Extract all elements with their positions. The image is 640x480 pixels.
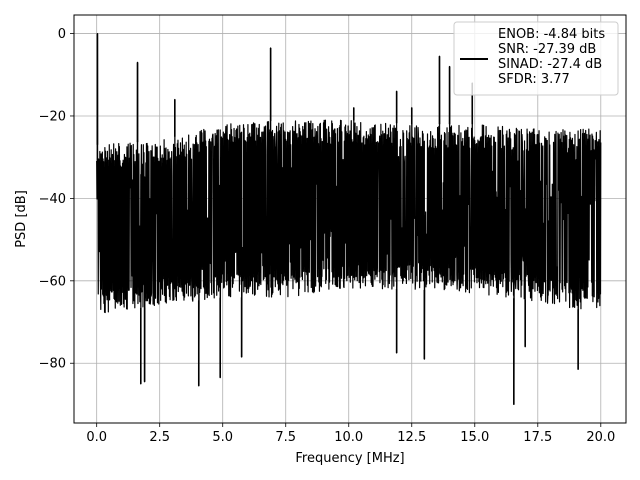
x-tick-label: 12.5 xyxy=(397,430,426,445)
y-tick-label: −80 xyxy=(39,357,66,372)
y-axis-label: PSD [dB] xyxy=(14,190,29,248)
legend-entry-line-4: SFDR: 3.77 xyxy=(498,72,570,87)
legend-entry-line-2: SNR: -27.39 dB xyxy=(498,42,596,57)
x-axis-label: Frequency [MHz] xyxy=(295,451,404,466)
x-tick-label: 17.5 xyxy=(523,430,552,445)
x-tick-label: 10.0 xyxy=(334,430,363,445)
legend-entry-line-3: SINAD: -27.4 dB xyxy=(498,57,602,72)
legend-entry-line-1: ENOB: -4.84 bits xyxy=(498,27,605,42)
y-tick-label: 0 xyxy=(58,27,66,42)
plot-frame xyxy=(73,14,627,424)
x-tick-label: 0.0 xyxy=(86,430,107,445)
y-tick-label: −40 xyxy=(39,192,66,207)
psd-series-line xyxy=(96,32,602,406)
x-tick-label: 20.0 xyxy=(586,430,615,445)
y-tick-label: −60 xyxy=(39,274,66,289)
x-tick-label: 7.5 xyxy=(275,430,296,445)
x-tick-label: 5.0 xyxy=(212,430,233,445)
x-tick-label: 15.0 xyxy=(460,430,489,445)
x-axis: 0.0 2.5 5.0 7.5 10.0 12.5 15.0 17.5 20.0 xyxy=(86,423,615,445)
x-tick-label: 2.5 xyxy=(149,430,170,445)
y-tick-label: −20 xyxy=(39,109,66,124)
y-axis: 0 −20 −40 −60 −80 xyxy=(39,27,74,372)
legend-box xyxy=(453,21,619,96)
legend: ENOB: -4.84 bits SNR: -27.39 dB SINAD: -… xyxy=(453,21,619,96)
